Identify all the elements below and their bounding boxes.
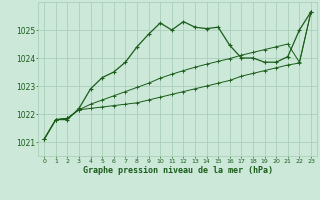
X-axis label: Graphe pression niveau de la mer (hPa): Graphe pression niveau de la mer (hPa)	[83, 166, 273, 175]
